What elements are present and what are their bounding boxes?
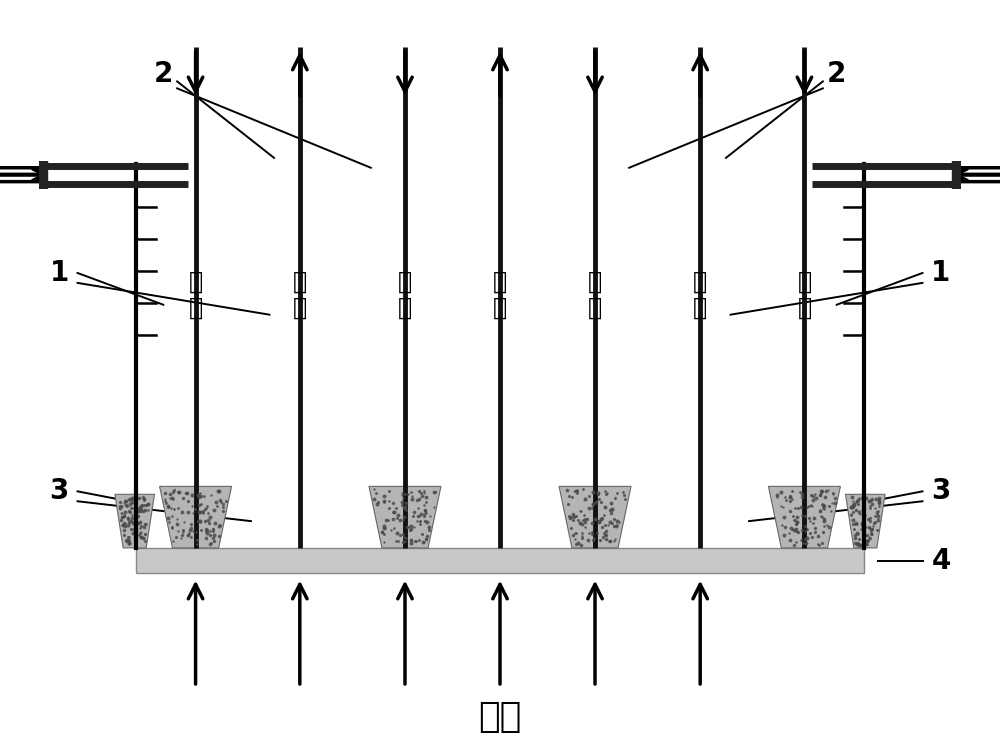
Bar — [136, 548, 864, 573]
Text: 1: 1 — [931, 259, 951, 287]
Polygon shape — [160, 486, 232, 548]
Text: 热量: 热量 — [478, 699, 522, 733]
Text: 热
水: 热 水 — [493, 270, 507, 320]
Text: 1: 1 — [49, 259, 69, 287]
Text: 热
水: 热 水 — [293, 270, 307, 320]
Text: 冷
水: 冷 水 — [398, 270, 412, 320]
Text: 3: 3 — [49, 478, 69, 506]
Text: 冷
水: 冷 水 — [189, 270, 203, 320]
Text: 冷
水: 冷 水 — [588, 270, 602, 320]
Polygon shape — [559, 486, 631, 548]
Text: 3: 3 — [931, 478, 951, 506]
Polygon shape — [846, 495, 885, 548]
Polygon shape — [115, 495, 154, 548]
Text: 2: 2 — [827, 60, 846, 88]
Text: 热
水: 热 水 — [693, 270, 707, 320]
Text: 4: 4 — [931, 547, 951, 575]
Polygon shape — [768, 486, 840, 548]
Polygon shape — [369, 486, 441, 548]
Text: 2: 2 — [154, 60, 173, 88]
Text: 冷
水: 冷 水 — [797, 270, 811, 320]
